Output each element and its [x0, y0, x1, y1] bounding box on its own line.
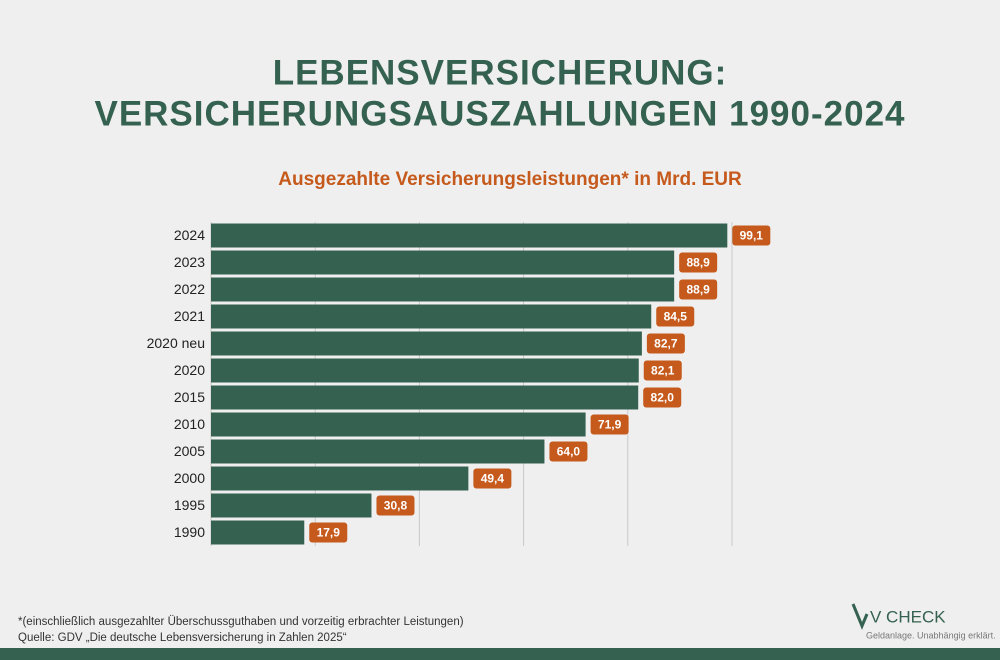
- value-label-bg: [376, 495, 415, 516]
- y-tick-label: 2020 neu: [147, 335, 205, 351]
- y-tick-label: 2024: [174, 227, 205, 243]
- bar: [211, 358, 639, 383]
- value-label: 82,1: [651, 364, 675, 378]
- value-label-bg: [732, 225, 771, 246]
- brand-name: V CHECK: [870, 607, 946, 626]
- value-label: 49,4: [481, 472, 505, 486]
- y-tick-label: 2010: [174, 416, 205, 432]
- y-tick-label: 2015: [174, 389, 205, 405]
- value-label: 82,0: [651, 391, 675, 405]
- value-label-bg: [590, 414, 629, 435]
- bar: [211, 466, 469, 491]
- y-tick-label: 1990: [174, 524, 205, 540]
- value-label-bg: [643, 387, 682, 408]
- value-label-bg: [309, 522, 348, 543]
- bar: [211, 331, 642, 356]
- value-label: 82,7: [654, 337, 678, 351]
- bar: [211, 304, 652, 329]
- bar: [211, 250, 675, 275]
- value-label: 17,9: [317, 526, 341, 540]
- chart-title: LEBENSVERSICHERUNG:: [273, 53, 728, 92]
- value-label-bg: [549, 441, 588, 462]
- bar: [211, 385, 639, 410]
- value-label: 88,9: [686, 256, 710, 270]
- bar: [211, 493, 372, 518]
- chart-title: VERSICHERUNGSAUSZAHLUNGEN 1990-2024: [94, 94, 905, 133]
- y-tick-label: 2020: [174, 362, 205, 378]
- value-label: 88,9: [686, 283, 710, 297]
- y-tick-label: 1995: [174, 497, 205, 513]
- bar: [211, 520, 305, 545]
- value-label-bg: [679, 252, 718, 273]
- value-label: 64,0: [557, 445, 581, 459]
- chart-subtitle: Ausgezahlte Versicherungsleistungen* in …: [278, 169, 742, 190]
- value-label-bg: [679, 279, 718, 300]
- value-label-bg: [643, 360, 682, 381]
- footnote: *(einschließlich ausgezahlter Überschuss…: [18, 616, 464, 628]
- bar: [211, 439, 545, 464]
- value-label-bg: [646, 333, 685, 354]
- y-tick-label: 2021: [174, 308, 205, 324]
- y-tick-label: 2005: [174, 443, 205, 459]
- value-label-bg: [473, 468, 512, 489]
- value-label: 99,1: [740, 229, 764, 243]
- value-label: 84,5: [664, 310, 688, 324]
- bar: [211, 412, 586, 437]
- brand-tagline: Geldanlage. Unabhängig erklärt.: [866, 630, 996, 640]
- y-tick-label: 2000: [174, 470, 205, 486]
- value-label: 30,8: [384, 499, 408, 513]
- y-tick-label: 2023: [174, 254, 205, 270]
- footer-band: [0, 648, 1000, 660]
- value-label-bg: [656, 306, 695, 327]
- logo-mark: [851, 603, 869, 630]
- value-label: 71,9: [598, 418, 622, 432]
- bar: [211, 223, 728, 248]
- footnote: Quelle: GDV „Die deutsche Lebensversiche…: [18, 632, 347, 644]
- y-tick-label: 2022: [174, 281, 205, 297]
- bar: [211, 277, 675, 302]
